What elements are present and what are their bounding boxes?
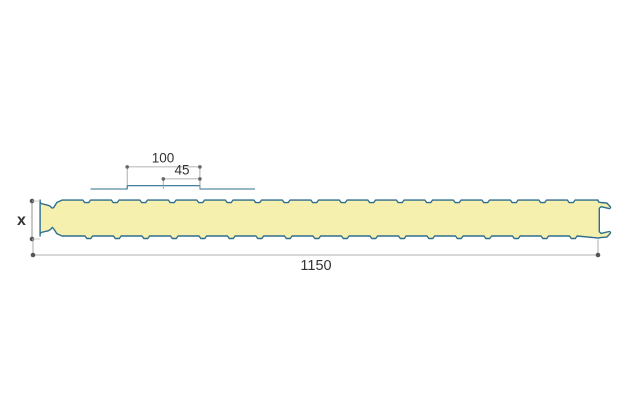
svg-text:1150: 1150 — [300, 258, 331, 274]
svg-text:x: x — [17, 212, 26, 229]
svg-text:45: 45 — [174, 163, 189, 178]
svg-text:100: 100 — [152, 151, 175, 166]
